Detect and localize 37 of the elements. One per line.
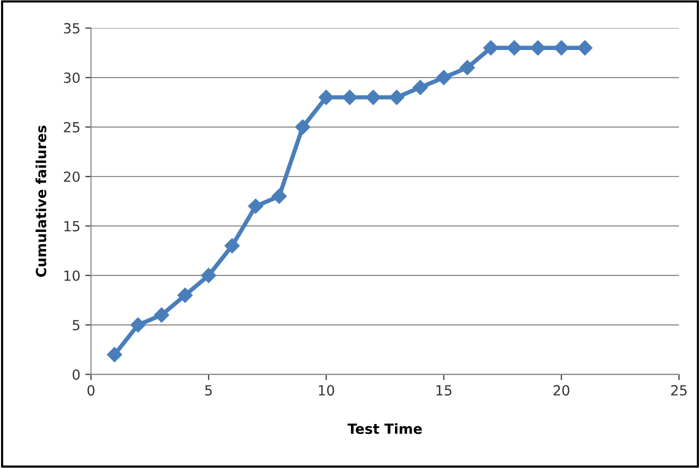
x-axis-title: Test Time bbox=[348, 423, 422, 434]
y-tick-label: 0 bbox=[72, 369, 80, 380]
point bbox=[483, 40, 498, 56]
point bbox=[272, 188, 287, 204]
x-tick-label: 5 bbox=[205, 385, 212, 396]
y-axis-title: Cumulative failures bbox=[36, 126, 46, 277]
y-tick-label: 5 bbox=[72, 320, 80, 330]
point bbox=[366, 90, 381, 105]
x-tick-label: 20 bbox=[554, 385, 570, 396]
point bbox=[201, 268, 216, 284]
point bbox=[460, 60, 475, 76]
point bbox=[224, 238, 240, 254]
y-tick-label: 20 bbox=[64, 171, 80, 182]
point bbox=[412, 80, 428, 96]
point bbox=[554, 40, 569, 56]
x-tick-label: 10 bbox=[318, 385, 334, 396]
point bbox=[248, 198, 264, 214]
point bbox=[530, 40, 546, 56]
point bbox=[389, 90, 404, 105]
y-tick-label: 35 bbox=[64, 23, 80, 34]
point bbox=[178, 288, 193, 303]
x-tick-label: 25 bbox=[671, 385, 687, 396]
y-tick-label: 10 bbox=[64, 270, 80, 281]
y-tick-label: 25 bbox=[64, 122, 80, 133]
y-tick-label: 15 bbox=[64, 221, 80, 232]
point bbox=[436, 70, 452, 86]
x-tick-label: 15 bbox=[436, 385, 452, 396]
x-tick-label: 0 bbox=[87, 385, 94, 396]
point bbox=[318, 90, 334, 105]
point bbox=[506, 40, 522, 56]
point bbox=[577, 40, 592, 56]
point bbox=[106, 347, 122, 362]
point bbox=[130, 317, 146, 332]
point bbox=[154, 307, 170, 323]
y-tick-label: 30 bbox=[64, 72, 80, 84]
point bbox=[295, 119, 310, 135]
point bbox=[342, 90, 358, 105]
